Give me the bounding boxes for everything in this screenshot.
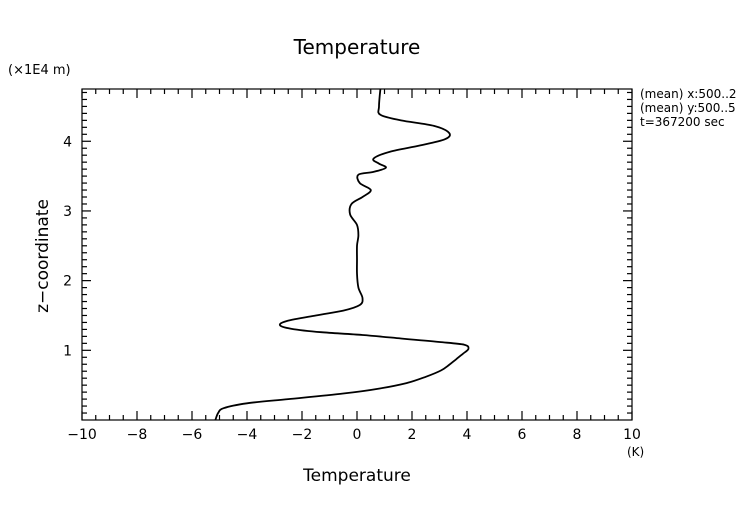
x-tick-label: −6 (182, 427, 203, 443)
x-tick-label: 4 (463, 427, 472, 443)
x-tick-label: 0 (353, 427, 362, 443)
info-line-mean-x: (mean) x:500..2 (640, 87, 737, 101)
x-tick-label: 2 (408, 427, 417, 443)
y-axis-label: z−coordinate (33, 199, 53, 313)
x-unit-label: (K) (627, 445, 644, 459)
x-tick-label: −8 (127, 427, 148, 443)
y-tick-label: 3 (63, 204, 72, 220)
info-line-time: t=367200 sec (640, 115, 725, 129)
y-unit-label: (×1E4 m) (8, 63, 71, 78)
x-tick-labels: −10 −8 −6 −4 −2 0 2 4 6 8 10 (67, 427, 641, 443)
x-tick-label: 10 (623, 427, 641, 443)
y-tick-labels: 1 2 3 4 (63, 134, 72, 359)
temperature-profile-line (214, 88, 470, 421)
y-tick-label: 2 (63, 274, 72, 290)
x-tick-label: −4 (237, 427, 258, 443)
x-tick-label: −10 (67, 427, 97, 443)
x-tick-label: −2 (292, 427, 313, 443)
y-tick-label: 1 (63, 343, 72, 359)
x-tick-label: 6 (518, 427, 527, 443)
y-tick-label: 4 (63, 134, 72, 150)
x-axis-label: Temperature (302, 466, 411, 486)
x-tick-label: 8 (573, 427, 582, 443)
chart-title: Temperature (293, 35, 421, 59)
axis-ticks (81, 89, 633, 420)
info-line-mean-y: (mean) y:500..5 (640, 101, 736, 115)
